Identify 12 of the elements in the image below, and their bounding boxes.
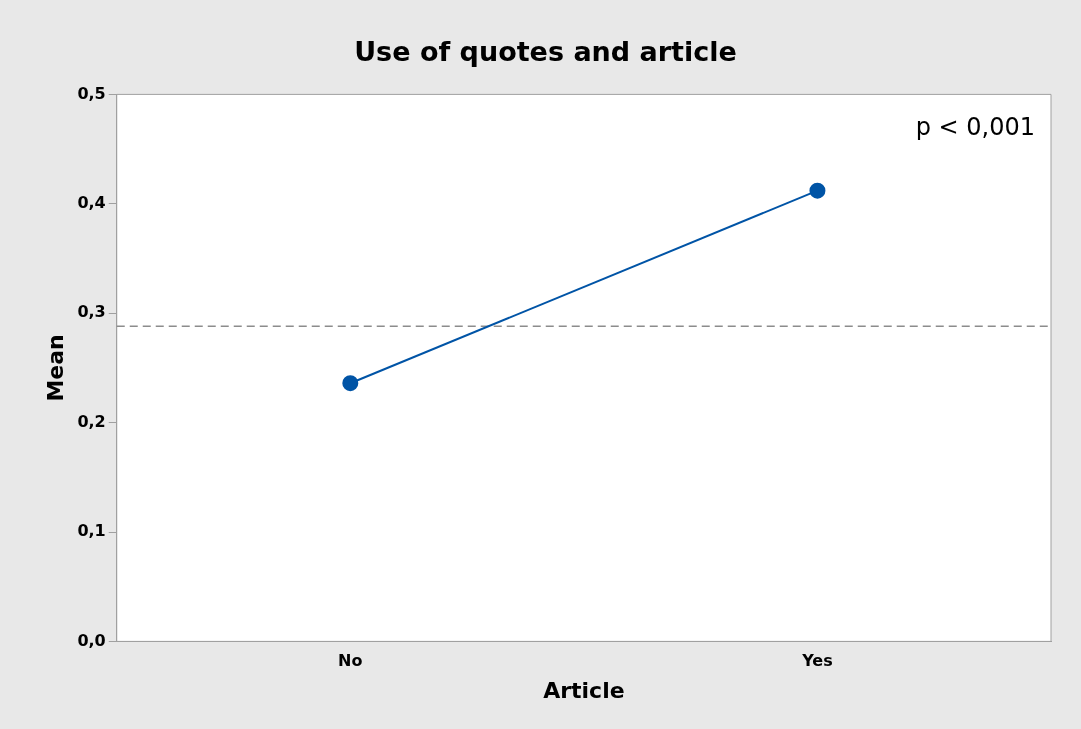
y-tick-label: 0,5: [77, 83, 106, 103]
y-tick-label: 0,3: [77, 302, 106, 322]
chart-title: Use of quotes and article: [354, 36, 737, 68]
x-tick-label: Yes: [801, 651, 833, 671]
y-axis-title: Mean: [42, 334, 68, 402]
x-tick-label: No: [338, 651, 363, 671]
x-axis-title: Article: [543, 677, 625, 703]
annotation: p < 0,001: [915, 112, 1035, 141]
y-tick-label: 0,0: [77, 630, 106, 650]
y-tick-label: 0,4: [77, 192, 106, 212]
y-tick-label: 0,2: [77, 411, 106, 431]
y-tick-label: 0,1: [77, 521, 106, 541]
